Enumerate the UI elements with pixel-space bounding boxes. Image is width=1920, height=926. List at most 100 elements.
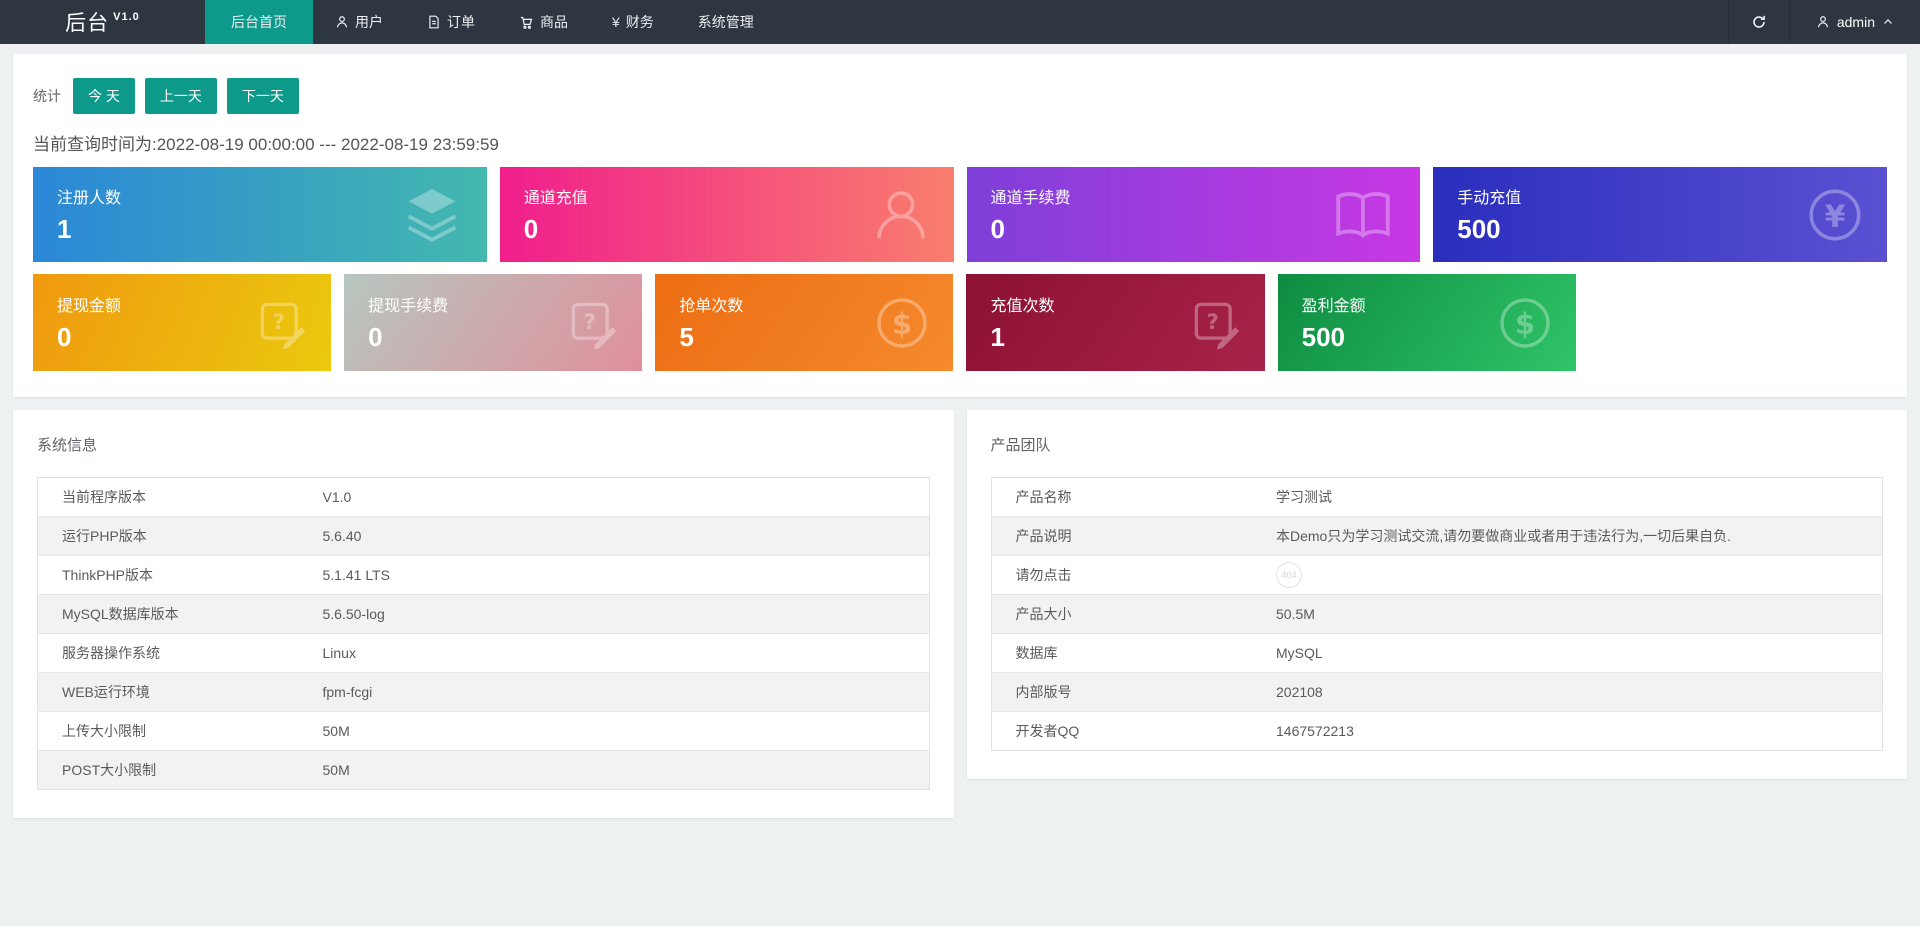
stat-card-order-grab-count: 抢单次数 5 $	[655, 274, 954, 371]
table-row: ThinkPHP版本 5.1.41 LTS	[37, 556, 929, 595]
stat-card-title: 充值次数	[990, 298, 1055, 315]
stat-card-channel-fee: 通道手续费 0	[966, 167, 1421, 262]
username: admin	[1836, 14, 1875, 30]
stat-card-withdraw-amount: 提现金额 0 ?	[33, 274, 332, 371]
note-edit-icon: ?	[564, 295, 620, 351]
svg-text:¥: ¥	[1825, 199, 1846, 234]
query-time-text: 当前查询时间为:2022-08-19 00:00:00 --- 2022-08-…	[33, 135, 499, 154]
system-info-panel: 系统信息 当前程序版本 V1.0 运行PHP版本 5.6.40 ThinkPHP…	[13, 410, 954, 818]
row-label: 当前程序版本	[62, 489, 146, 505]
row-label: 数据库	[1015, 645, 1058, 661]
nav-item-dashboard[interactable]: 后台首页	[205, 0, 313, 44]
nav-item-products[interactable]: 商品	[497, 0, 590, 44]
row-label: WEB运行环境	[62, 684, 150, 700]
layers-icon	[399, 182, 465, 248]
stat-card-value: 0	[523, 214, 539, 244]
nav-item-label: 后台首页	[231, 14, 287, 30]
yen-icon: ¥	[612, 14, 620, 30]
stat-card-title: 抢单次数	[679, 298, 744, 315]
row-value: 50M	[322, 762, 350, 778]
stat-cards-row-1: 注册人数 1 通道充值 0	[33, 167, 1887, 262]
row-label: 内部版号	[1015, 684, 1072, 700]
stat-card-title: 通道手续费	[990, 190, 1071, 207]
row-label: 运行PHP版本	[62, 528, 147, 544]
today-button[interactable]: 今 天	[73, 78, 135, 114]
stat-card-value: 0	[368, 322, 383, 352]
row-label: 服务器操作系统	[62, 645, 160, 661]
svg-text:$: $	[1515, 306, 1535, 340]
refresh-button[interactable]	[1727, 0, 1790, 44]
book-icon	[1328, 180, 1398, 250]
table-row: 当前程序版本 V1.0	[37, 478, 929, 517]
stat-card-title: 手动充值	[1457, 190, 1522, 207]
row-label: ThinkPHP版本	[62, 567, 154, 583]
stat-card-value: 500	[1301, 322, 1346, 352]
row-value: 本Demo只为学习测试交流,请勿要做商业或者用于违法行为,一切后果自负.	[1276, 528, 1732, 544]
prev-day-button[interactable]: 上一天	[144, 78, 217, 114]
svg-text:?: ?	[584, 309, 596, 333]
svg-text:$: $	[892, 306, 912, 340]
table-row: 数据库 MySQL	[991, 634, 1883, 673]
table-row: 产品大小 50.5M	[991, 594, 1883, 634]
note-edit-icon: ?	[253, 295, 309, 351]
top-navbar: 后台 V1.0 后台首页 用户 订单 商品 ¥ 财务	[0, 0, 1920, 44]
stat-card-value: 1	[57, 214, 72, 244]
product-team-table: 产品名称 学习测试 产品说明 本Demo只为学习测试交流,请勿要做商业或者用于违…	[990, 477, 1883, 751]
stat-card-manual-recharge: 手动充值 500 ¥	[1433, 167, 1887, 262]
nav-item-label: 商品	[540, 14, 568, 30]
nav-item-label: 用户	[355, 14, 383, 30]
nav-menu: 后台首页 用户 订单 商品 ¥ 财务 系统管理	[205, 0, 1728, 44]
next-day-button[interactable]: 下一天	[226, 78, 299, 114]
row-value: 1467572213	[1276, 723, 1354, 739]
product-team-panel: 产品团队 产品名称 学习测试 产品说明 本Demo只为学习测试交流,请勿要做商业…	[966, 410, 1907, 779]
logo-title: 后台	[65, 12, 110, 35]
stats-label: 统计	[33, 88, 61, 104]
nav-item-label: 订单	[447, 14, 475, 30]
logo-version: V1.0	[113, 11, 140, 23]
user-icon	[1816, 15, 1830, 29]
note-edit-icon: ?	[1187, 295, 1243, 351]
person-icon	[870, 184, 932, 246]
dollar-circle-icon: $	[1496, 294, 1554, 352]
row-label: MySQL数据库版本	[62, 606, 179, 622]
dollar-circle-icon: $	[873, 294, 931, 352]
stat-card-channel-recharge: 通道充值 0	[499, 167, 954, 262]
chevron-up-icon	[1882, 16, 1894, 28]
stat-card-value: 0	[57, 322, 72, 352]
stat-card-registered-users: 注册人数 1	[33, 167, 487, 262]
user-menu[interactable]: admin	[1790, 0, 1920, 44]
stat-card-value: 500	[1457, 214, 1501, 244]
document-icon	[427, 15, 441, 29]
nav-item-label: 系统管理	[697, 14, 754, 30]
row-label: 产品大小	[1015, 606, 1072, 622]
row-label: 上传大小限制	[62, 723, 146, 739]
row-value: Linux	[322, 645, 356, 661]
stats-header: 统计 今 天 上一天 下一天	[33, 78, 1887, 114]
table-row: 开发者QQ 1467572213	[991, 712, 1883, 751]
row-value: 5.1.41 LTS	[322, 567, 390, 583]
system-info-table: 当前程序版本 V1.0 运行PHP版本 5.6.40 ThinkPHP版本 5.…	[37, 477, 930, 790]
table-row: 请勿点击 404	[991, 556, 1883, 595]
yen-circle-icon: ¥	[1805, 185, 1865, 245]
table-row: 内部版号 202108	[991, 672, 1883, 712]
row-value: 学习测试	[1276, 489, 1332, 505]
app-logo: 后台 V1.0	[0, 0, 205, 44]
nav-item-label: 财务	[625, 14, 654, 30]
stat-card-withdraw-fee: 提现手续费 0 ?	[344, 274, 643, 371]
nav-item-finance[interactable]: ¥ 财务	[590, 0, 676, 44]
nav-item-system-admin[interactable]: 系统管理	[676, 0, 776, 44]
404-badge[interactable]: 404	[1276, 562, 1302, 588]
row-label: POST大小限制	[62, 762, 157, 778]
row-value: 5.6.40	[322, 528, 362, 544]
nav-item-users[interactable]: 用户	[313, 0, 405, 44]
table-row: WEB运行环境 fpm-fcgi	[37, 672, 929, 712]
stat-card-title: 注册人数	[57, 190, 122, 207]
nav-item-orders[interactable]: 订单	[405, 0, 497, 44]
stat-card-title: 提现手续费	[368, 298, 449, 315]
navbar-right: admin	[1727, 0, 1920, 44]
table-row: 服务器操作系统 Linux	[37, 634, 929, 673]
row-value: 50M	[322, 723, 350, 739]
table-row: POST大小限制 50M	[37, 750, 929, 790]
product-team-title: 产品团队	[990, 437, 1051, 454]
stat-card-recharge-count: 充值次数 1 ?	[966, 274, 1265, 371]
